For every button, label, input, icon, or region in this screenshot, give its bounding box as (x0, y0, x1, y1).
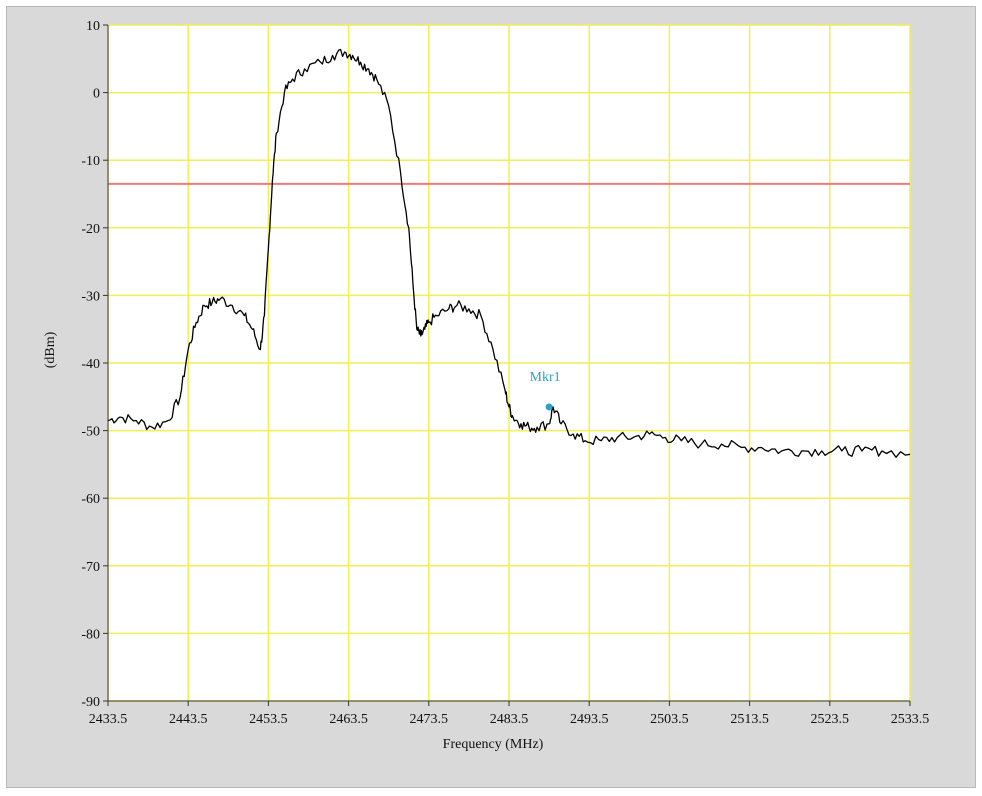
x-tick-label: 2483.5 (490, 712, 529, 727)
x-tick-label: 2443.5 (169, 712, 208, 727)
y-tick-label: -10 (81, 154, 100, 169)
y-tick-label: -20 (81, 222, 100, 237)
y-tick-label: -90 (81, 695, 100, 710)
y-tick-label: -40 (81, 357, 100, 372)
x-tick-label: 2433.5 (89, 712, 128, 727)
x-tick-label: 2513.5 (730, 712, 769, 727)
y-tick-label: -50 (81, 425, 100, 440)
y-tick-label: -70 (81, 560, 100, 575)
y-tick-label: -80 (81, 627, 100, 642)
y-tick-label: -30 (81, 289, 100, 304)
x-axis-ticks: 2433.5 2443.5 2453.5 2463.5 2473.5 2483.5 2493… (89, 701, 930, 727)
marker-label: Mkr1 (530, 370, 561, 385)
trace-series (107, 48, 911, 458)
y-axis-ticks: 10 0 -10 -20 -30 -40 -50 -60 -70 -80 -90 (81, 19, 108, 710)
traces (107, 48, 911, 458)
marker-group: Mkr1 (530, 370, 561, 411)
y-tick-label: 10 (86, 19, 100, 34)
x-tick-label: 2453.5 (249, 712, 288, 727)
x-tick-label: 2473.5 (410, 712, 449, 727)
x-tick-label: 2523.5 (811, 712, 850, 727)
x-tick-label: 2533.5 (891, 712, 930, 727)
x-axis-label: Frequency (MHz) (443, 737, 544, 752)
x-tick-label: 2503.5 (650, 712, 689, 727)
y-axis-label: (dBm) (43, 331, 58, 368)
marker-point (545, 403, 553, 411)
y-tick-label: 0 (93, 87, 100, 102)
y-tick-label: -60 (81, 492, 100, 507)
x-tick-label: 2493.5 (570, 712, 609, 727)
x-tick-label: 2463.5 (329, 712, 368, 727)
